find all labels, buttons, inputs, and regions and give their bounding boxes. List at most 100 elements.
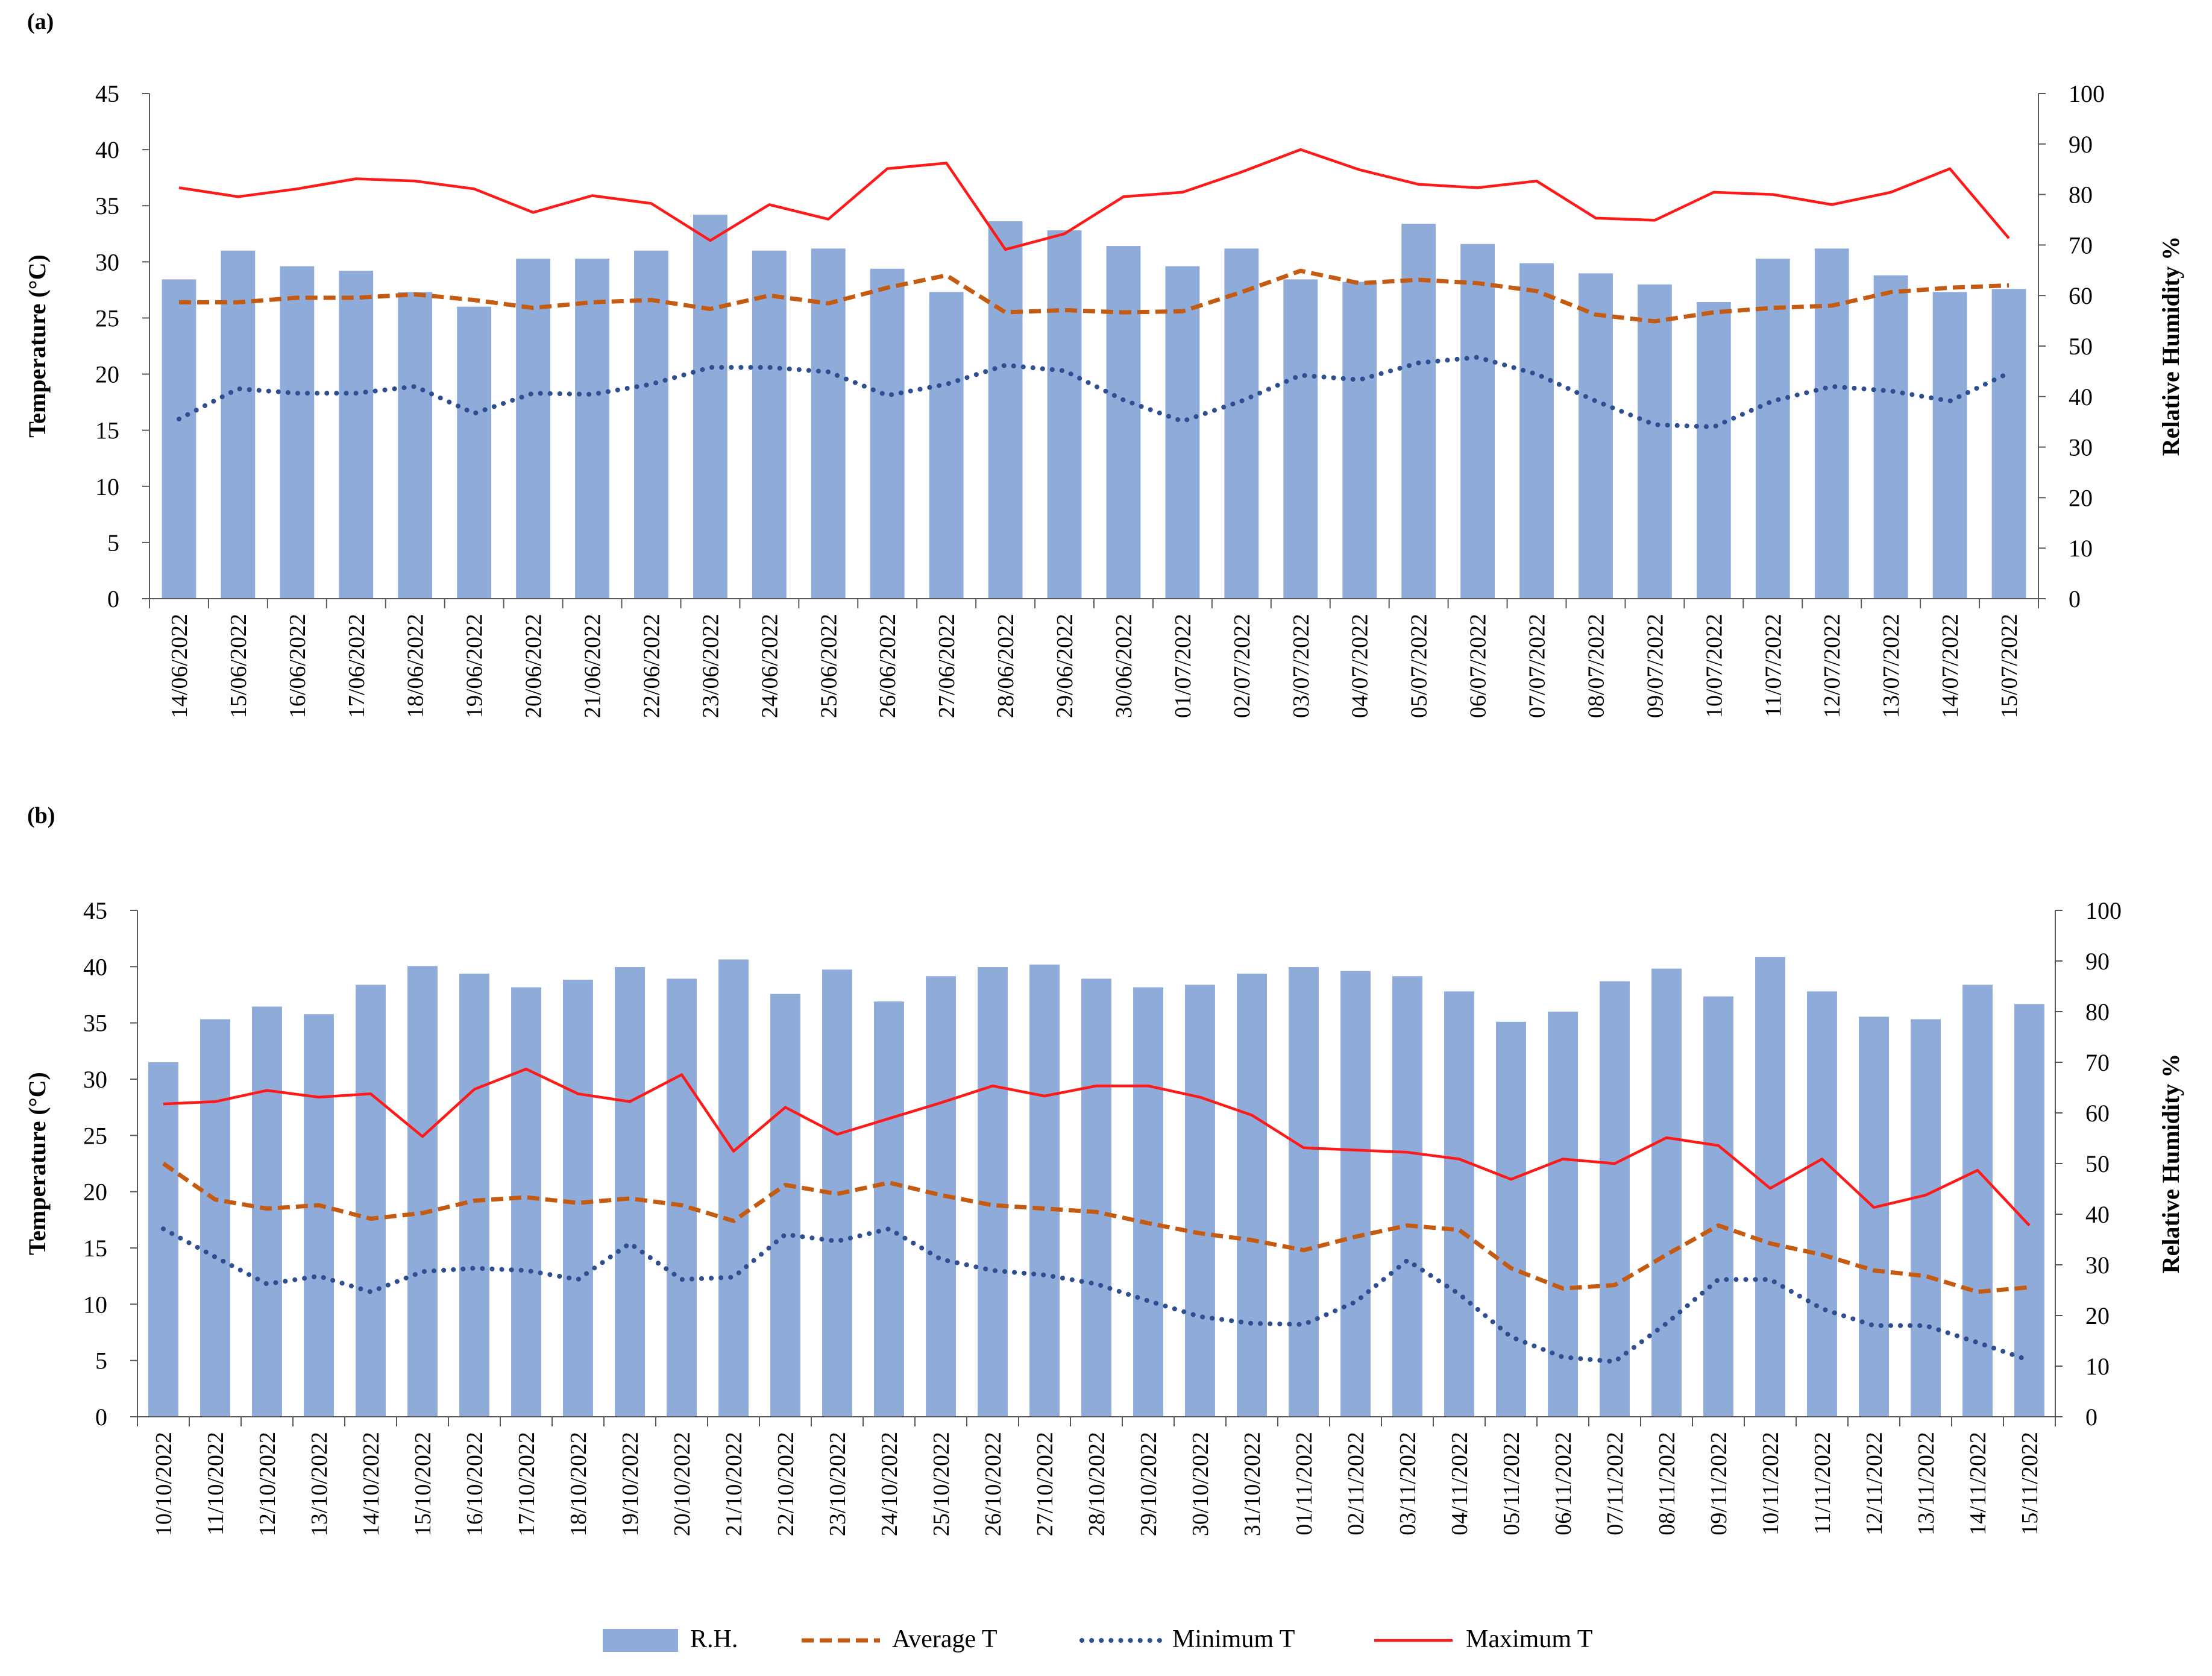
x-tick-label: 17/10/2022 <box>514 1432 539 1536</box>
rh-bar <box>1392 976 1422 1417</box>
x-tick-label: 06/11/2022 <box>1551 1432 1576 1536</box>
rh-bar <box>1029 964 1060 1417</box>
y2-tick-label: 60 <box>2085 1100 2110 1127</box>
rh-bar <box>280 266 315 599</box>
y2-tick-label: 80 <box>2069 181 2093 209</box>
x-tick-label: 08/07/2022 <box>1583 614 1609 718</box>
y-tick-label: 5 <box>95 1347 107 1375</box>
y-tick-label: 40 <box>83 953 107 980</box>
rh-bar <box>811 248 846 599</box>
legend-label-max: Maximum T <box>1466 1625 1592 1653</box>
rh-bar <box>1579 273 1613 599</box>
rh-bar <box>1342 282 1377 599</box>
x-tick-label: 30/10/2022 <box>1188 1432 1213 1536</box>
y-tick-label: 30 <box>95 248 119 276</box>
y2-tick-label: 70 <box>2085 1049 2110 1076</box>
y-tick-label: 35 <box>83 1010 107 1037</box>
rh-bar <box>1873 275 1908 599</box>
rh-bar <box>1600 981 1630 1417</box>
x-tick-label: 09/07/2022 <box>1642 614 1668 718</box>
y-tick-label: 25 <box>83 1122 107 1149</box>
y2-tick-label: 30 <box>2069 434 2093 461</box>
x-tick-label: 28/06/2022 <box>993 614 1019 718</box>
rh-bar <box>339 271 374 599</box>
rh-bar <box>1047 230 1082 599</box>
rh-bar <box>870 268 905 599</box>
x-tick-label: 17/06/2022 <box>344 614 369 718</box>
rh-bar <box>407 966 438 1417</box>
panel-label: (a) <box>27 9 54 34</box>
rh-bar <box>1460 244 1495 599</box>
rh-bar <box>1859 1016 1889 1417</box>
average-t-line <box>179 268 2009 324</box>
y2-tick-label: 90 <box>2069 131 2093 158</box>
x-tick-label: 15/06/2022 <box>226 614 251 718</box>
x-tick-label: 29/10/2022 <box>1136 1432 1161 1536</box>
x-tick-label: 25/06/2022 <box>816 614 841 718</box>
x-tick-label: 07/07/2022 <box>1525 614 1550 718</box>
y-tick-label: 15 <box>95 417 119 444</box>
x-tick-label: 14/11/2022 <box>1965 1432 1991 1536</box>
y2-tick-label: 40 <box>2085 1201 2110 1228</box>
rh-bar <box>221 250 256 599</box>
x-tick-label: 11/10/2022 <box>203 1432 228 1536</box>
minimum-t-line <box>177 354 2011 430</box>
rh-bar <box>1807 991 1837 1417</box>
x-tick-label: 10/11/2022 <box>1758 1432 1783 1536</box>
y-tick-label: 20 <box>83 1179 107 1206</box>
rh-bar <box>718 959 749 1417</box>
rh-bar <box>978 967 1008 1417</box>
rh-bar <box>1106 246 1141 599</box>
legend-label-rh: R.H. <box>690 1625 738 1653</box>
x-tick-label: 15/07/2022 <box>1997 614 2022 718</box>
rh-bar <box>148 1062 178 1417</box>
x-tick-label: 08/11/2022 <box>1654 1432 1680 1536</box>
x-tick-label: 23/10/2022 <box>825 1432 850 1536</box>
y2-tick-label: 50 <box>2085 1150 2110 1177</box>
x-tick-label: 22/10/2022 <box>773 1432 799 1536</box>
y-tick-label: 10 <box>83 1291 107 1318</box>
y-tick-label: 5 <box>107 529 119 556</box>
rh-bar <box>1755 259 1790 599</box>
rh-bar <box>398 292 433 599</box>
rh-bar <box>252 1006 282 1417</box>
rh-bar <box>1932 292 1967 599</box>
y2-tick-label: 90 <box>2085 948 2110 975</box>
y-tick-label: 0 <box>95 1403 107 1431</box>
rh-bar <box>929 292 964 599</box>
rh-bar <box>1962 984 1993 1417</box>
rh-bar <box>770 994 800 1417</box>
rh-bar <box>1283 279 1318 599</box>
y2-axis-title: Relative Humidity % <box>2157 236 2184 456</box>
rh-bar <box>1133 987 1163 1417</box>
x-tick-label: 04/07/2022 <box>1348 614 1373 718</box>
rh-bar <box>459 974 489 1417</box>
y-tick-label: 20 <box>95 361 119 388</box>
x-tick-label: 11/07/2022 <box>1761 614 1786 717</box>
x-tick-label: 12/07/2022 <box>1820 614 1845 718</box>
x-tick-label: 16/06/2022 <box>285 614 310 718</box>
y2-tick-label: 10 <box>2069 535 2093 562</box>
x-tick-label: 23/06/2022 <box>698 614 723 718</box>
y2-tick-label: 100 <box>2085 897 2122 924</box>
rh-bar <box>516 259 550 599</box>
rh-bar <box>575 259 609 599</box>
minimum-t-line <box>161 1226 2032 1364</box>
y2-tick-label: 30 <box>2085 1252 2110 1279</box>
x-tick-label: 20/10/2022 <box>670 1432 695 1536</box>
rh-bar <box>457 306 492 599</box>
x-tick-label: 14/10/2022 <box>359 1432 384 1536</box>
y-tick-label: 15 <box>83 1235 107 1262</box>
y-tick-label: 30 <box>83 1066 107 1093</box>
rh-bar <box>1548 1012 1578 1417</box>
x-tick-label: 01/07/2022 <box>1170 614 1196 718</box>
x-tick-label: 30/06/2022 <box>1111 614 1137 718</box>
y-tick-label: 10 <box>95 473 119 500</box>
y2-tick-label: 0 <box>2085 1403 2097 1431</box>
y-tick-label: 25 <box>95 304 119 332</box>
maximum-t-line <box>163 1067 2031 1227</box>
x-tick-label: 29/06/2022 <box>1052 614 1078 718</box>
rh-bar <box>1165 266 1200 599</box>
rh-bar <box>200 1019 230 1417</box>
